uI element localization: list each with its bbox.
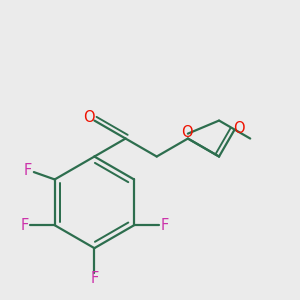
Text: F: F (24, 163, 32, 178)
Text: F: F (20, 218, 28, 233)
Text: F: F (90, 271, 98, 286)
Text: O: O (83, 110, 94, 125)
Text: F: F (160, 218, 169, 233)
Text: O: O (181, 125, 193, 140)
Text: O: O (233, 121, 245, 136)
